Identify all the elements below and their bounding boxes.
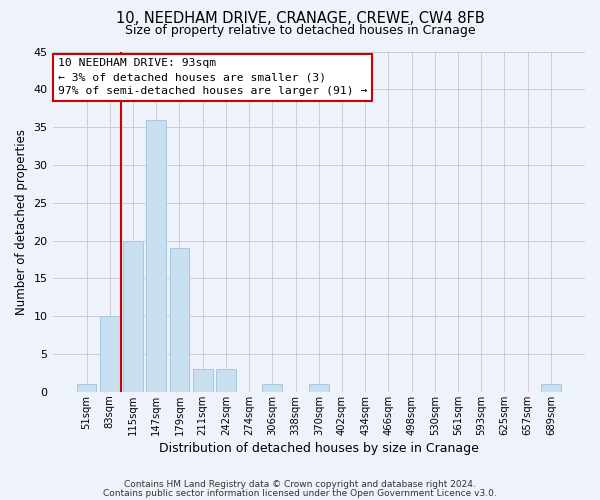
Bar: [77, 384, 97, 392]
Bar: [541, 384, 561, 392]
Bar: [262, 384, 282, 392]
Text: 10, NEEDHAM DRIVE, CRANAGE, CREWE, CW4 8FB: 10, NEEDHAM DRIVE, CRANAGE, CREWE, CW4 8…: [116, 11, 484, 26]
Bar: [146, 120, 166, 392]
Text: Contains public sector information licensed under the Open Government Licence v3: Contains public sector information licen…: [103, 488, 497, 498]
Bar: [170, 248, 190, 392]
Text: Size of property relative to detached houses in Cranage: Size of property relative to detached ho…: [125, 24, 475, 37]
Bar: [100, 316, 119, 392]
Text: 10 NEEDHAM DRIVE: 93sqm
← 3% of detached houses are smaller (3)
97% of semi-deta: 10 NEEDHAM DRIVE: 93sqm ← 3% of detached…: [58, 58, 367, 96]
X-axis label: Distribution of detached houses by size in Cranage: Distribution of detached houses by size …: [159, 442, 479, 455]
Bar: [123, 240, 143, 392]
Y-axis label: Number of detached properties: Number of detached properties: [15, 128, 28, 314]
Bar: [193, 369, 212, 392]
Bar: [216, 369, 236, 392]
Text: Contains HM Land Registry data © Crown copyright and database right 2024.: Contains HM Land Registry data © Crown c…: [124, 480, 476, 489]
Bar: [309, 384, 329, 392]
